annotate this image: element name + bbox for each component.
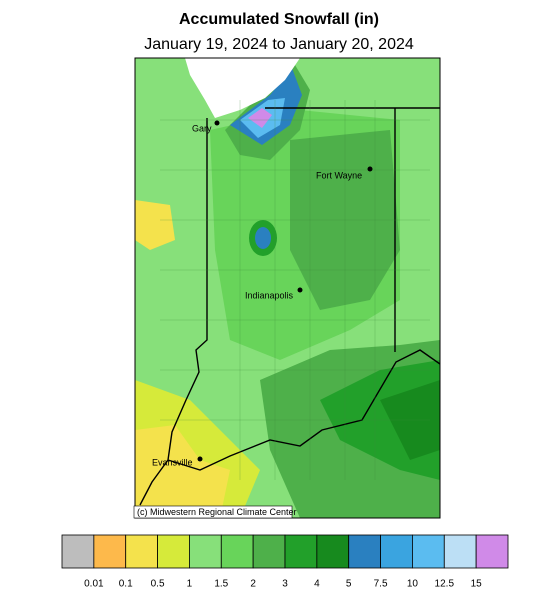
legend-label: 5 — [346, 579, 352, 590]
legend-swatch — [61, 534, 95, 569]
state-border — [139, 107, 440, 506]
credit: (c) Midwestern Regional Climate Center — [137, 507, 297, 517]
city-dot — [214, 120, 220, 126]
snow-region — [248, 108, 272, 128]
city-dot — [367, 166, 373, 172]
city-label: Gary — [192, 123, 212, 133]
legend-swatch — [157, 534, 190, 569]
legend-label: 1.5 — [214, 579, 228, 590]
legend-swatch — [189, 534, 222, 569]
city-dot — [197, 456, 203, 462]
legend-label: 2 — [250, 579, 256, 590]
legend-label: 15 — [471, 579, 483, 590]
city-dot — [297, 287, 303, 293]
legend-swatch — [93, 534, 127, 569]
legend-label: 3 — [282, 579, 288, 590]
legend-swatch — [443, 534, 477, 569]
city-label: Indianapolis — [245, 290, 294, 300]
legend-swatch — [316, 534, 350, 569]
legend-swatch — [252, 534, 286, 569]
legend-label: 7.5 — [374, 579, 388, 590]
legend-swatch — [125, 534, 158, 569]
county-lines — [160, 100, 430, 480]
legend-swatch — [348, 534, 381, 569]
legend-label: 0.01 — [84, 579, 104, 590]
snow-region — [255, 227, 271, 249]
map: Gary Fort Wayne Indianapolis Evansville … — [133, 57, 441, 519]
city-label: Fort Wayne — [316, 170, 362, 180]
legend-swatch — [284, 534, 318, 569]
title: Accumulated Snowfall (in) — [179, 11, 379, 28]
legend: 0.01 0.1 0.5 1 1.5 2 3 4 5 7.5 10 12.5 15 — [61, 534, 509, 590]
legend-label: 0.5 — [151, 579, 165, 590]
legend-swatch — [220, 534, 254, 569]
city-label: Evansville — [152, 457, 193, 467]
legend-label: 4 — [314, 579, 320, 590]
snow-region — [135, 200, 175, 250]
legend-swatch — [380, 534, 413, 569]
legend-swatch — [412, 534, 445, 569]
lake-michigan — [185, 58, 300, 118]
legend-label: 0.1 — [119, 579, 133, 590]
snow-region — [135, 425, 230, 518]
legend-label: 12.5 — [435, 579, 455, 590]
legend-label: 1 — [187, 579, 193, 590]
credit-box — [133, 505, 293, 519]
legend-swatch — [475, 534, 509, 569]
subtitle: January 19, 2024 to January 20, 2024 — [144, 36, 414, 53]
legend-label: 10 — [407, 579, 419, 590]
